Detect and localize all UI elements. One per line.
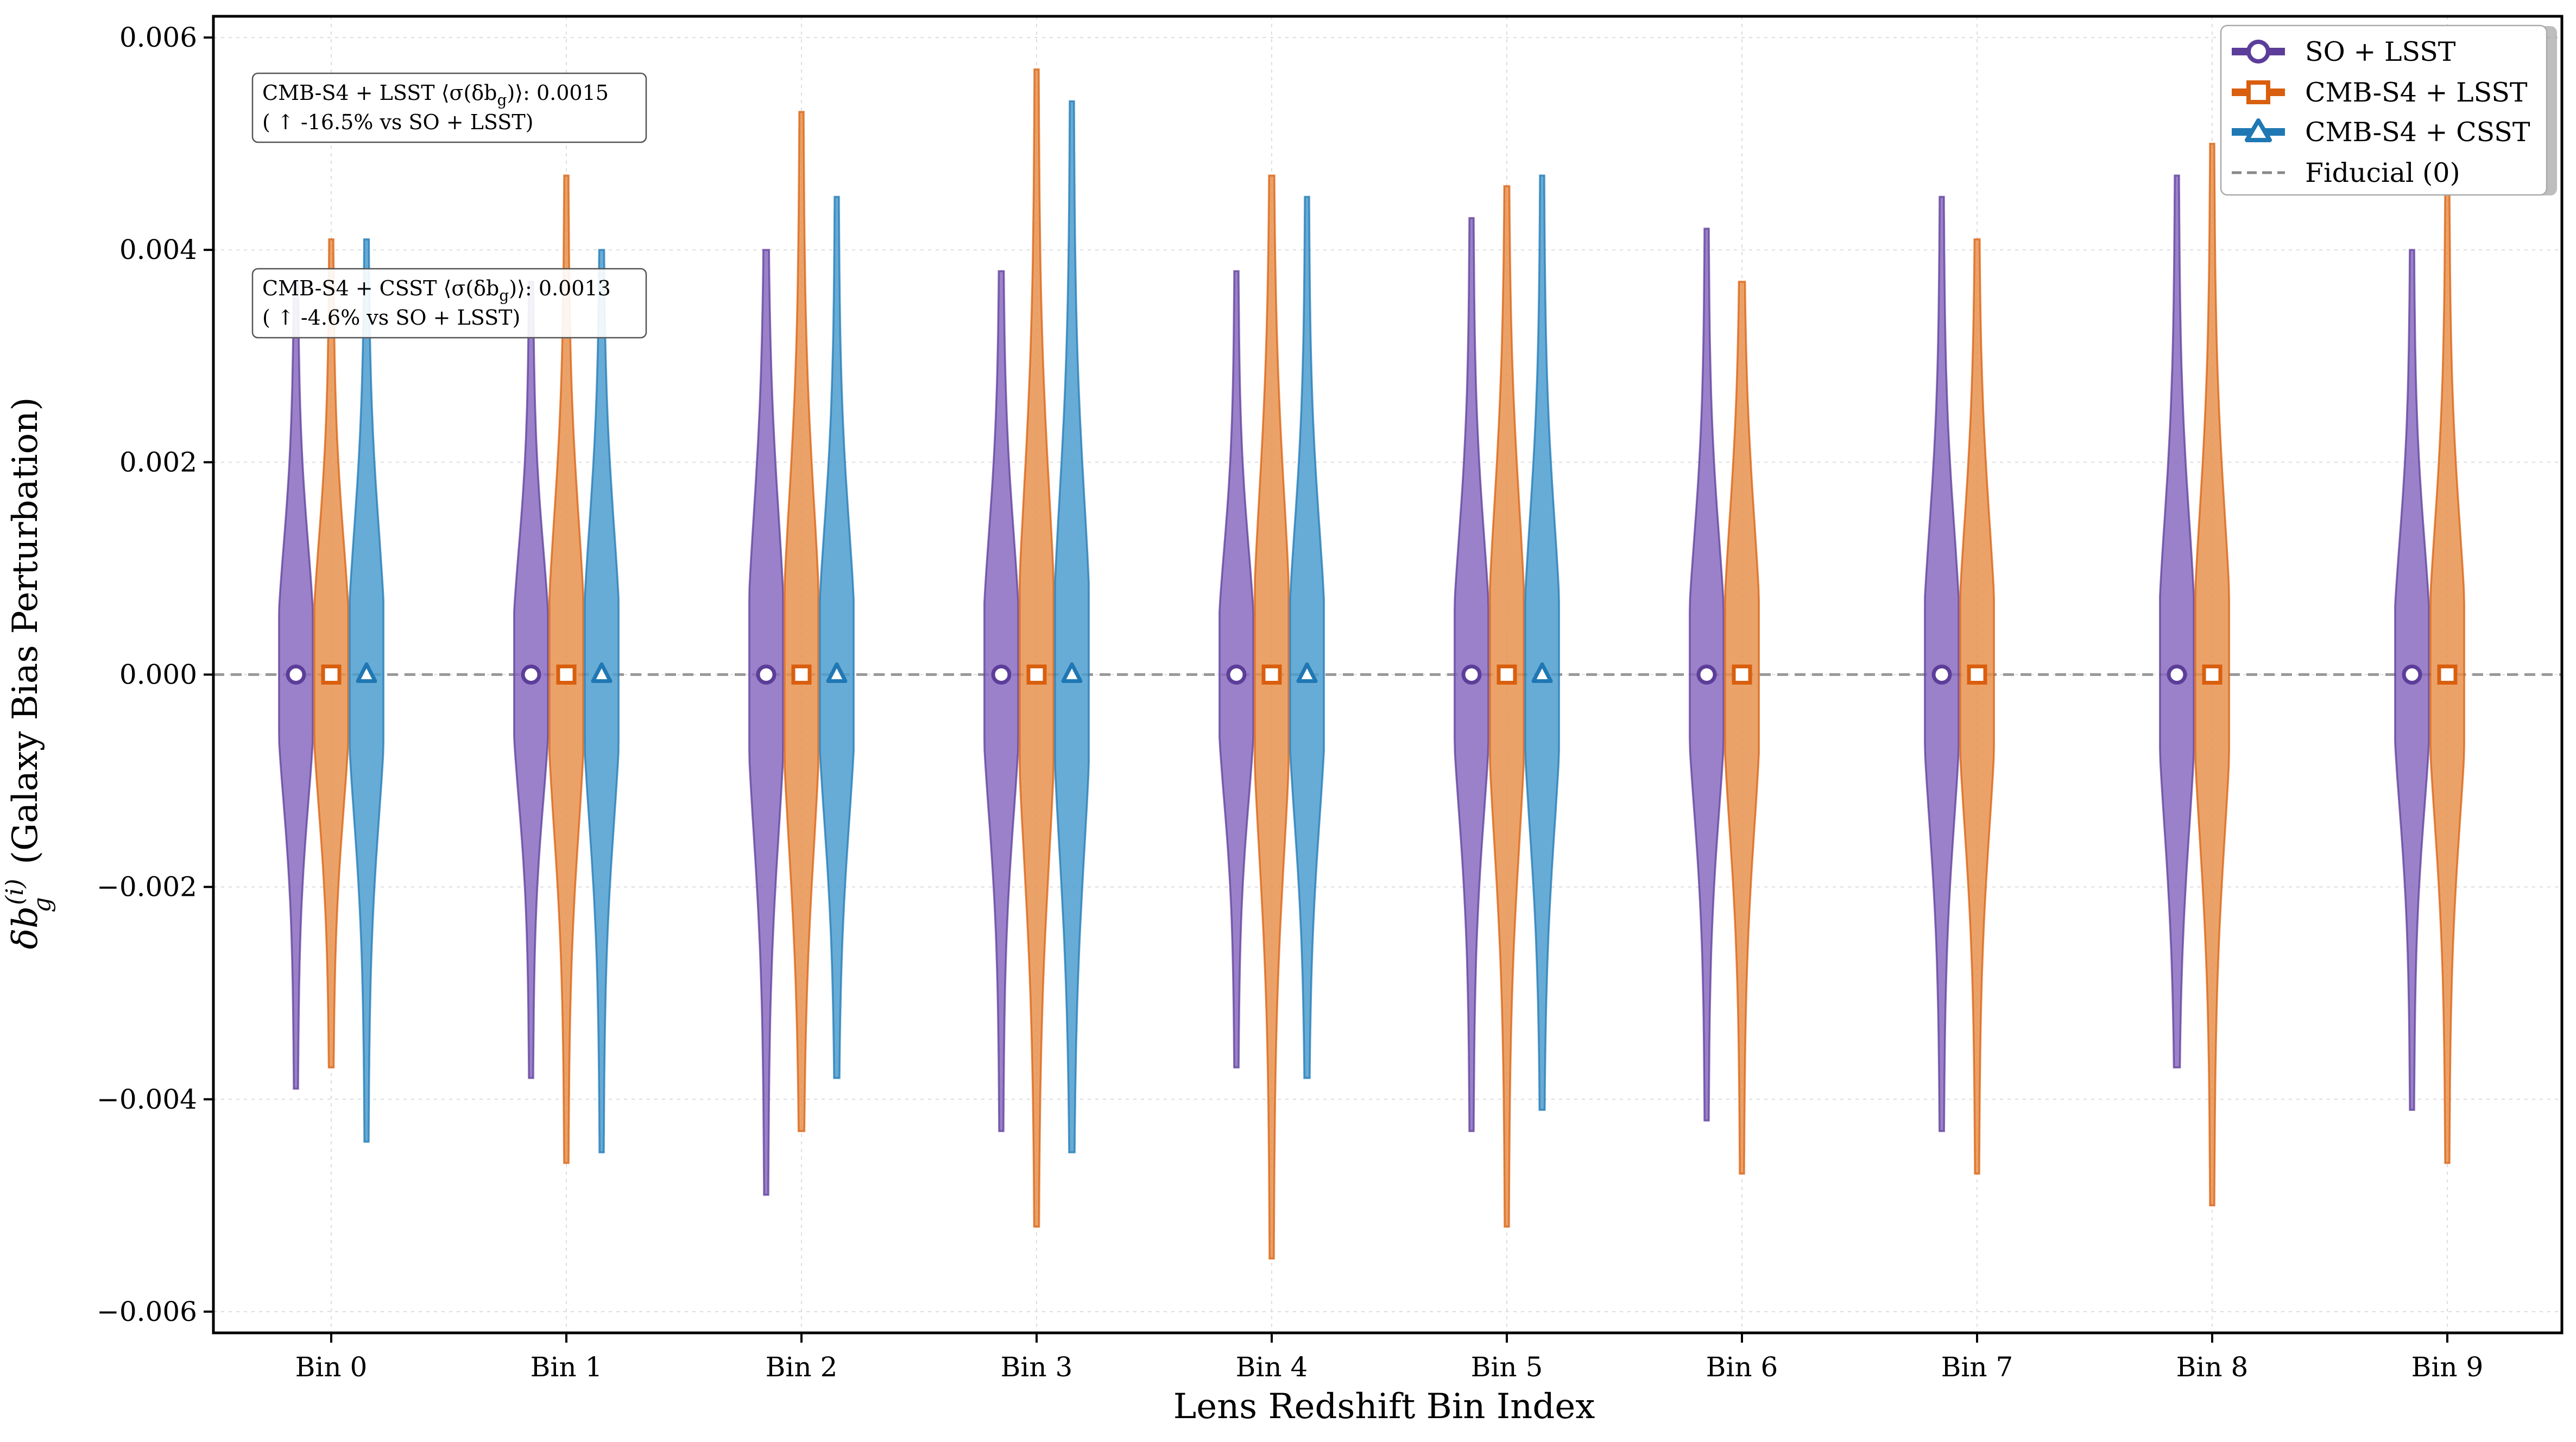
violin-body <box>819 195 855 1079</box>
x-tick-label: Bin 8 <box>2176 1351 2249 1383</box>
violin-body <box>313 238 349 1068</box>
y-axis-title-symbol: δb <box>5 906 46 950</box>
median-marker <box>1732 665 1752 685</box>
y-axis-title-sup: (i) <box>1 879 29 905</box>
x-tick-label: Bin 0 <box>295 1351 368 1383</box>
violin-body <box>1524 174 1560 1111</box>
median-marker <box>1967 665 1987 685</box>
median-marker <box>556 665 577 685</box>
median-marker <box>1226 665 1247 685</box>
violin-body <box>1289 195 1325 1079</box>
median-marker <box>521 665 541 685</box>
legend-box <box>2220 24 2548 196</box>
x-tick-label: Bin 7 <box>1941 1351 2013 1383</box>
annotation-box-csst: CMB-S4 + CSST ⟨σ(δbg)⟩: 0.0013 ( ↑ -4.6%… <box>251 268 647 339</box>
median-marker <box>791 665 812 685</box>
x-axis-title: Lens Redshift Bin Index <box>1173 1387 1595 1427</box>
median-marker <box>1261 665 1282 685</box>
median-marker <box>991 665 1012 685</box>
median-marker <box>1696 665 1717 685</box>
y-axis-title-sub: g <box>28 897 56 912</box>
y-axis-title: δb(i)g (Galaxy Bias Perturbation) <box>1 397 56 950</box>
violin-body <box>1054 100 1090 1154</box>
median-marker <box>1026 665 1047 685</box>
annotation-csst-line2: ( ↑ -4.6% vs SO + LSST) <box>262 306 520 330</box>
violin-body <box>748 249 784 1196</box>
violin-body <box>1489 185 1525 1228</box>
median-marker <box>1931 665 1952 685</box>
violin-body <box>1924 195 1960 1133</box>
legend: SO + LSST CMB-S4 + LSST CMB-S4 + CSST Fi… <box>2220 24 2557 196</box>
violin-body <box>1959 238 1995 1175</box>
median-marker <box>2167 665 2187 685</box>
violin-body <box>584 249 620 1154</box>
y-axis-title-rest: (Galaxy Bias Perturbation) <box>5 397 46 876</box>
median-marker <box>1531 662 1553 683</box>
x-tick-label: Bin 6 <box>1706 1351 1778 1383</box>
median-marker <box>756 665 776 685</box>
x-tick-label: Bin 5 <box>1471 1351 1543 1383</box>
x-tick-label: Bin 9 <box>2411 1351 2484 1383</box>
violin-body <box>784 111 819 1133</box>
legend-item-cmbs4-lsst: CMB-S4 + LSST <box>2232 77 2528 108</box>
y-tick-label: 0.006 <box>119 22 197 53</box>
y-axis: −0.006 −0.004 −0.002 0.000 0.002 0.004 0.006 <box>97 22 213 1327</box>
annotation-box-lsst: CMB-S4 + LSST ⟨σ(δbg)⟩: 0.0015 ( ↑ -16.5… <box>251 72 647 143</box>
x-tick-label: Bin 2 <box>766 1351 838 1383</box>
median-marker <box>591 662 613 683</box>
circle-marker-icon <box>2246 40 2270 64</box>
x-tick-label: Bin 3 <box>1001 1351 1073 1383</box>
legend-label-cmbs4-csst: CMB-S4 + CSST <box>2305 117 2530 148</box>
violin-body <box>2159 174 2195 1068</box>
median-marker <box>2202 665 2223 685</box>
y-tick-label: 0.000 <box>119 659 197 691</box>
annotation-lsst-line1: CMB-S4 + LSST ⟨σ(δbg)⟩: 0.0015 <box>262 81 609 109</box>
triangle-marker-icon <box>2245 118 2272 142</box>
median-marker <box>1296 662 1318 683</box>
median-marker <box>286 665 306 685</box>
legend-item-fiducial: Fiducial (0) <box>2232 157 2460 188</box>
median-marker <box>2437 665 2458 685</box>
median-marker <box>1061 662 1083 683</box>
y-tick-label: −0.002 <box>97 871 197 903</box>
y-tick-label: 0.002 <box>119 446 197 478</box>
x-tick-label: Bin 4 <box>1236 1351 1308 1383</box>
legend-label-fiducial: Fiducial (0) <box>2305 157 2460 188</box>
violin-body <box>1019 68 1055 1228</box>
y-tick-label: −0.006 <box>97 1296 197 1327</box>
x-tick-label: Bin 1 <box>531 1351 603 1383</box>
y-tick-label: 0.004 <box>119 234 197 265</box>
y-tick-label: −0.004 <box>97 1084 197 1115</box>
legend-item-cmbs4-csst: CMB-S4 + CSST <box>2232 117 2530 148</box>
annotation-csst-line1: CMB-S4 + CSST ⟨σ(δbg)⟩: 0.0013 <box>262 276 611 305</box>
median-marker <box>2402 665 2422 685</box>
legend-item-so-lsst: SO + LSST <box>2232 36 2456 67</box>
legend-label-cmbs4-lsst: CMB-S4 + LSST <box>2305 77 2528 108</box>
x-axis: Bin 0 Bin 1 Bin 2 Bin 3 Bin 4 Bin 5 Bin 6 Bin 7… <box>295 1333 2484 1383</box>
violin-body <box>983 270 1019 1133</box>
violin-body <box>349 238 384 1143</box>
median-marker <box>1461 665 1482 685</box>
violin-body <box>1724 281 1760 1175</box>
violin-body <box>1254 174 1290 1260</box>
square-marker-icon <box>2246 80 2270 104</box>
legend-label-so-lsst: SO + LSST <box>2305 36 2456 67</box>
median-marker <box>1497 665 1517 685</box>
median-marker <box>321 665 342 685</box>
median-marker <box>826 662 848 683</box>
median-markers <box>286 662 2458 685</box>
annotation-lsst-line2: ( ↑ -16.5% vs SO + LSST) <box>262 110 534 134</box>
median-marker <box>356 662 377 683</box>
